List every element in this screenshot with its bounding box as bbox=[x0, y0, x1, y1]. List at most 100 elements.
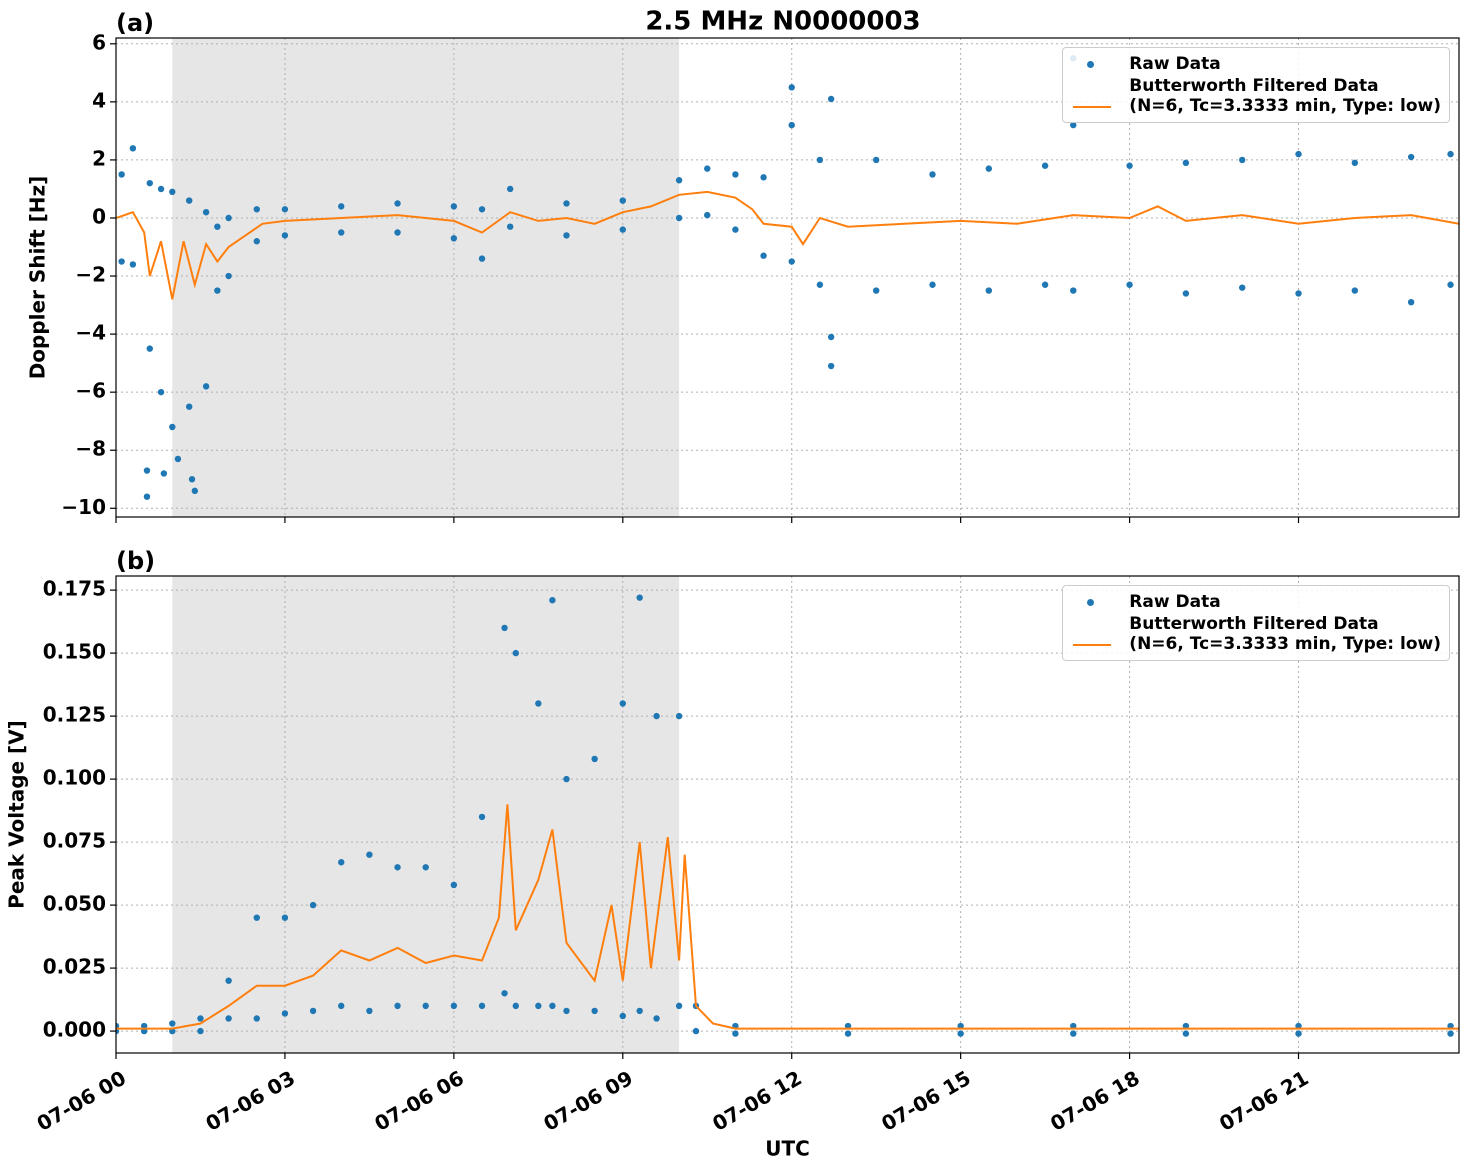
raw-point bbox=[512, 1002, 520, 1010]
raw-point bbox=[253, 238, 260, 245]
raw-point bbox=[450, 203, 458, 210]
raw-point bbox=[872, 287, 880, 294]
raw-point bbox=[143, 467, 151, 474]
raw-point bbox=[704, 211, 711, 219]
x-tick-label: 07-06 18 bbox=[1046, 1066, 1144, 1136]
x-tick-label: 07-06 21 bbox=[1215, 1066, 1313, 1136]
raw-point bbox=[506, 223, 514, 230]
raw-point bbox=[366, 1007, 373, 1015]
raw-point bbox=[827, 333, 835, 341]
raw-point bbox=[675, 712, 683, 720]
raw-point bbox=[118, 258, 125, 265]
raw-point bbox=[214, 287, 221, 294]
raw-point bbox=[760, 174, 767, 181]
raw-point bbox=[732, 226, 739, 233]
raw-point bbox=[653, 1015, 660, 1022]
legend-line bbox=[1073, 106, 1112, 108]
raw-point bbox=[174, 455, 182, 463]
raw-point bbox=[827, 95, 835, 103]
raw-point bbox=[816, 156, 824, 164]
y-tick-label: −6 bbox=[75, 379, 106, 403]
raw-point bbox=[253, 914, 260, 921]
raw-point bbox=[169, 423, 176, 431]
raw-point bbox=[146, 345, 153, 352]
y-tick-label: 0.125 bbox=[43, 703, 106, 727]
raw-point bbox=[450, 881, 458, 889]
y-tick-label: −2 bbox=[75, 263, 106, 287]
raw-point bbox=[309, 1007, 317, 1015]
raw-point bbox=[1182, 290, 1190, 297]
legend-entry: Butterworth Filtered Data (N=6, Tc=3.333… bbox=[1071, 614, 1441, 654]
raw-point bbox=[1295, 1030, 1302, 1037]
raw-point bbox=[788, 121, 795, 129]
raw-point bbox=[281, 914, 289, 921]
raw-point bbox=[197, 1015, 204, 1022]
y-tick-label: 2 bbox=[92, 146, 106, 170]
raw-point bbox=[129, 261, 137, 268]
x-tick-label: 07-06 09 bbox=[539, 1066, 637, 1136]
raw-point bbox=[957, 1030, 964, 1037]
raw-point bbox=[169, 188, 176, 196]
y-axis-label: Peak Voltage [V] bbox=[5, 720, 29, 909]
raw-point bbox=[1041, 162, 1049, 169]
raw-point bbox=[675, 214, 683, 222]
filtered-line bbox=[116, 190, 1459, 300]
raw-point bbox=[281, 232, 289, 239]
raw-point bbox=[653, 712, 660, 720]
raw-point bbox=[844, 1030, 852, 1037]
raw-point bbox=[985, 287, 993, 294]
raw-point bbox=[338, 203, 345, 210]
raw-point bbox=[1126, 162, 1133, 169]
axes-frame bbox=[115, 37, 1460, 518]
raw-point bbox=[827, 362, 835, 370]
raw-point bbox=[1182, 159, 1190, 167]
raw-point bbox=[478, 1002, 486, 1010]
raw-point bbox=[422, 1002, 429, 1010]
raw-point bbox=[118, 171, 125, 178]
x-tick-label: 07-06 06 bbox=[370, 1066, 468, 1136]
raw-point bbox=[253, 1015, 260, 1022]
plot-area bbox=[116, 55, 1459, 500]
raw-point bbox=[591, 1007, 598, 1015]
legend-marker bbox=[1087, 599, 1095, 606]
raw-point bbox=[501, 990, 508, 997]
axes-frame bbox=[115, 575, 1460, 1054]
y-tick-label: −4 bbox=[75, 321, 106, 345]
y-tick-label: 0.100 bbox=[43, 766, 106, 790]
plot-area bbox=[116, 594, 1459, 1037]
y-tick-label: 6 bbox=[92, 30, 106, 54]
raw-point bbox=[1070, 1030, 1077, 1037]
x-tick-label: 07-06 15 bbox=[877, 1066, 975, 1136]
raw-point bbox=[478, 206, 486, 213]
legend: Raw Data Butterworth Filtered Data (N=6, … bbox=[1062, 585, 1450, 661]
raw-point bbox=[1070, 121, 1077, 129]
legend-entry: Raw Data bbox=[1071, 54, 1441, 74]
legend-marker bbox=[1087, 61, 1095, 68]
raw-point bbox=[1182, 1030, 1190, 1037]
legend-label: Raw Data bbox=[1129, 592, 1221, 612]
y-tick-label: 0.050 bbox=[43, 892, 106, 916]
y-tick-label: 0.025 bbox=[43, 955, 106, 979]
raw-point bbox=[619, 700, 626, 707]
raw-point bbox=[1407, 298, 1415, 306]
raw-point bbox=[478, 255, 486, 262]
y-tick-label: 0.150 bbox=[43, 640, 106, 664]
raw-point bbox=[157, 185, 165, 193]
legend-entry: Butterworth Filtered Data (N=6, Tc=3.333… bbox=[1071, 76, 1441, 116]
raw-point bbox=[760, 252, 767, 259]
raw-point bbox=[732, 171, 739, 178]
raw-point bbox=[563, 232, 570, 239]
raw-point bbox=[394, 229, 401, 236]
figure-title: 2.5 MHz N0000003 bbox=[645, 7, 920, 37]
shaded-span bbox=[172, 38, 680, 517]
raw-point bbox=[1295, 290, 1302, 297]
raw-point bbox=[1126, 281, 1133, 288]
raw-point bbox=[788, 84, 795, 91]
raw-point bbox=[422, 864, 429, 871]
raw-point bbox=[732, 1030, 739, 1037]
raw-point bbox=[225, 272, 232, 280]
raw-point bbox=[197, 1027, 204, 1035]
raw-point bbox=[450, 235, 458, 242]
raw-point bbox=[129, 145, 137, 152]
